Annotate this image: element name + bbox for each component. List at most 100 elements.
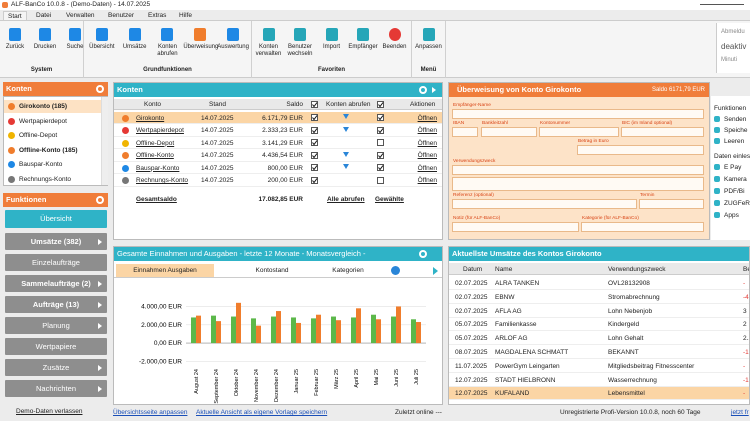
ribbon-button[interactable]: Empfänger: [348, 25, 378, 63]
function-button[interactable]: Einzelaufträge: [5, 254, 107, 271]
menu-tab[interactable]: Verwalten: [66, 12, 95, 19]
checkbox[interactable]: [377, 139, 384, 146]
menu-tab[interactable]: Extras: [148, 12, 167, 19]
input-field[interactable]: [577, 145, 704, 155]
fetch-arrow[interactable]: [343, 164, 349, 169]
account-link[interactable]: Rechnungs-Konto: [136, 177, 189, 184]
menu-tab[interactable]: Datei: [36, 12, 52, 19]
transaction-row[interactable]: 11.07.2025 PowerGym Leingarten Mitgliedsbe…: [449, 360, 749, 373]
checkbox[interactable]: [311, 139, 318, 146]
gear-icon[interactable]: [419, 250, 427, 258]
input-field[interactable]: [452, 165, 704, 175]
ribbon-button[interactable]: Benutzer wechseln: [285, 25, 315, 63]
side-import[interactable]: Apps: [724, 212, 739, 219]
menu-tab[interactable]: Benutzer: [108, 12, 135, 19]
checkbox[interactable]: [311, 151, 318, 159]
transaction-row[interactable]: 08.07.2025 MAGDALENA SCHMATT BEKANNT -1: [449, 346, 749, 359]
account-link[interactable]: Offline-Depot: [136, 139, 175, 147]
chart-tab[interactable]: Kategorien: [319, 264, 377, 277]
open-link[interactable]: Öffnen: [417, 152, 437, 159]
fetch-arrow[interactable]: [343, 151, 349, 157]
side-import[interactable]: ZUGFeR: [724, 200, 750, 207]
account-item[interactable]: Wertpapierdepot: [4, 115, 101, 128]
account-link[interactable]: Offline-Konto: [136, 152, 174, 159]
checkbox[interactable]: [311, 101, 318, 108]
function-button[interactable]: Planung: [5, 317, 107, 334]
menu-tab[interactable]: Hilfe: [179, 12, 193, 19]
menu-tab[interactable]: Start: [3, 11, 27, 21]
fetch-selected-link[interactable]: Gewählte: [375, 196, 404, 203]
account-item[interactable]: Offline-Konto (185): [4, 144, 101, 157]
input-field[interactable]: [581, 222, 704, 232]
function-button[interactable]: Sammelaufträge (2): [5, 275, 107, 292]
open-link[interactable]: Öffnen: [417, 127, 437, 134]
open-link[interactable]: Öffnen: [417, 164, 437, 172]
customize-link[interactable]: Übersichtsseite anpassen: [113, 409, 188, 416]
function-button[interactable]: Zusätze: [5, 359, 107, 376]
checkbox[interactable]: [377, 176, 384, 184]
chart-tab[interactable]: Kontostand: [242, 264, 302, 277]
ribbon-button[interactable]: Zurück: [0, 25, 30, 63]
transaction-row[interactable]: 05.07.2025 Familienkasse Kindergeld 2: [449, 318, 749, 332]
transaction-row[interactable]: 05.07.2025 ARLOF AG Lohn Gehalt 2.1: [449, 332, 749, 346]
input-field[interactable]: [481, 127, 537, 137]
input-field[interactable]: [621, 127, 704, 137]
function-button[interactable]: Übersicht: [5, 210, 107, 228]
fetch-arrow[interactable]: [343, 126, 349, 132]
checkbox[interactable]: [311, 164, 318, 171]
account-link[interactable]: Bauspar-Konto: [136, 164, 180, 172]
purpose-area[interactable]: [452, 177, 704, 191]
transaction-row[interactable]: 02.07.2025 EBNW Stromabrechnung -4: [449, 291, 749, 304]
input-field[interactable]: [452, 199, 637, 209]
account-item[interactable]: Bauspar-Konto: [4, 158, 101, 171]
gear-icon[interactable]: [419, 86, 427, 94]
account-item[interactable]: Rechnungs-Konto: [4, 173, 101, 186]
gear-icon[interactable]: [96, 85, 104, 93]
input-field[interactable]: [452, 109, 704, 119]
ribbon-button[interactable]: Suche: [60, 25, 90, 63]
open-link[interactable]: Öffnen: [417, 177, 437, 184]
ribbon-button[interactable]: Überweisung: [183, 25, 218, 63]
fetch-arrow[interactable]: [343, 114, 349, 119]
exit-demo-link[interactable]: Demo-Daten verlassen: [16, 408, 83, 415]
side-import[interactable]: PDF/Bi: [724, 188, 745, 195]
ribbon-button[interactable]: Übersicht: [87, 25, 117, 63]
side-function[interactable]: Senden: [724, 116, 747, 123]
chart-tab[interactable]: Einnahmen Ausgaben: [116, 264, 214, 277]
checkbox[interactable]: [311, 114, 318, 121]
transaction-row[interactable]: 02.07.2025 AFLA AG Lohn Nebenjob 3: [449, 305, 749, 318]
input-field[interactable]: [639, 199, 704, 209]
side-function[interactable]: Speiche: [724, 127, 748, 134]
scroll-arrow[interactable]: [433, 267, 438, 275]
transaction-row[interactable]: 02.07.2025 ALRA TANKEN OVL28132908 -: [449, 277, 749, 290]
buy-link[interactable]: jetzt fr: [731, 409, 749, 416]
checkbox[interactable]: [377, 101, 384, 108]
ribbon-button[interactable]: Beenden: [380, 25, 410, 63]
ribbon-button[interactable]: Auswertung: [217, 25, 249, 63]
open-link[interactable]: Öffnen: [417, 114, 437, 122]
ribbon-button[interactable]: Umsätze: [120, 25, 150, 63]
fetch-all-link[interactable]: Alle abrufen: [327, 196, 365, 203]
function-button[interactable]: Umsätze (382): [5, 233, 107, 250]
checkbox[interactable]: [377, 114, 384, 121]
ribbon-button[interactable]: Konten abrufen: [152, 25, 182, 63]
ribbon-button[interactable]: Anpassen: [414, 25, 444, 63]
save-view-link[interactable]: Aktuelle Ansicht als eigene Vorlage spei…: [196, 409, 328, 416]
checkbox[interactable]: [311, 176, 318, 184]
account-item[interactable]: Offline-Depot: [4, 129, 101, 142]
function-button[interactable]: Nachrichten: [5, 380, 107, 397]
ribbon-button[interactable]: Konten verwalten: [254, 25, 284, 63]
checkbox[interactable]: [377, 151, 384, 159]
gear-icon[interactable]: [96, 196, 104, 204]
function-button[interactable]: Aufträge (13): [5, 296, 107, 313]
transaction-row[interactable]: 12.07.2025 STADT HIELBRONN Wasserrechnung -…: [449, 374, 749, 387]
checkbox[interactable]: [377, 126, 384, 134]
ribbon-button[interactable]: Import: [317, 25, 347, 63]
function-button[interactable]: Wertpapiere: [5, 338, 107, 355]
side-import[interactable]: Kamera: [724, 176, 747, 183]
input-field[interactable]: [452, 127, 478, 137]
transaction-row[interactable]: 12.07.2025 KUFALAND Lebensmittel -: [449, 387, 749, 401]
checkbox[interactable]: [377, 164, 384, 171]
side-function[interactable]: Leeren: [724, 138, 745, 145]
side-import[interactable]: E Pay: [724, 164, 742, 171]
